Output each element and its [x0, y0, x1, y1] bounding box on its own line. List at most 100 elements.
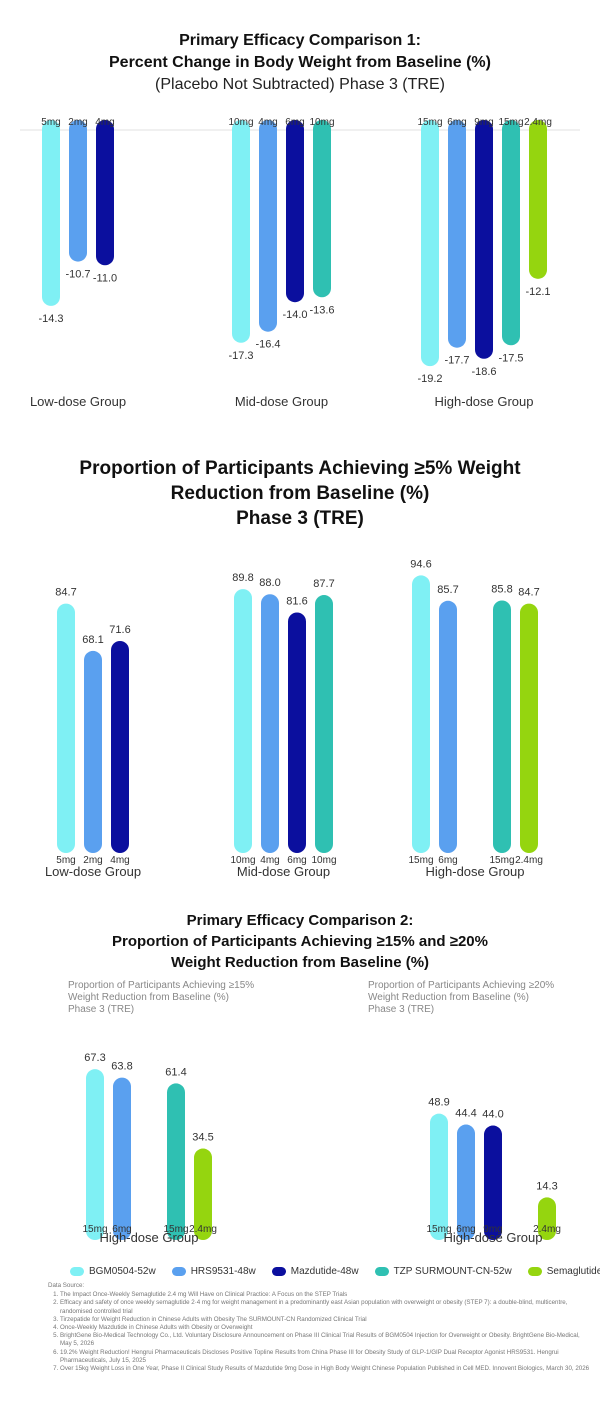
chart2-title-line2: Reduction from Baseline (%): [170, 483, 430, 504]
legend-label: HRS9531-48w: [190, 1265, 256, 1277]
right-sub-line3: Phase 3 (TRE): [368, 1004, 435, 1015]
data-label: -17.5: [498, 352, 523, 364]
legend-item-semaglutide: Semaglutide-44w: [527, 1265, 600, 1277]
chart3-title-line2: Proportion of Participants Achieving ≥15…: [112, 933, 488, 950]
chart3-title-line3: Weight Reduction from Baseline (%): [170, 954, 430, 971]
data-label: 63.8: [111, 1061, 132, 1073]
legend-label: TZP SURMOUNT-CN-52w: [393, 1265, 512, 1277]
data-label: -14.0: [282, 309, 307, 321]
dose-label: 15mg: [417, 117, 442, 128]
chart3-left-subtitle: Proportion of Participants Achieving ≥15…: [68, 980, 254, 1016]
bar: [232, 120, 250, 343]
group-label: High-dose Group: [426, 864, 525, 879]
data-label: -17.3: [228, 350, 253, 362]
bar: [520, 603, 538, 853]
legend-item-mazdutide: Mazdutide-48w: [271, 1266, 359, 1277]
legend-label: BGM0504-52w: [89, 1265, 156, 1277]
bar: [86, 1069, 104, 1240]
source-item: The Impact Once-Weekly Semaglutide 2.4 m…: [60, 1291, 593, 1299]
bar: [69, 120, 87, 262]
right-sub-line1: Proportion of Participants Achieving ≥20…: [368, 980, 555, 991]
bar: [484, 1125, 502, 1240]
data-label: 14.3: [536, 1180, 557, 1192]
dose-label: 6mg: [287, 855, 306, 866]
data-label: 84.7: [55, 587, 76, 599]
left-sub-line2: Weight Reduction from Baseline (%): [68, 992, 229, 1003]
source-item: Once-Weekly Mazdutide in Chinese Adults …: [60, 1324, 593, 1332]
data-label: -19.2: [417, 373, 442, 385]
data-label: 94.6: [410, 558, 431, 570]
group-label: High-dose Group: [435, 394, 534, 409]
data-label: 67.3: [84, 1052, 105, 1064]
dose-label: 6mg: [447, 117, 466, 128]
dose-label: 15mg: [489, 855, 514, 866]
chart1-title-line1: Primary Efficacy Comparison 1:: [179, 32, 421, 49]
bar: [96, 120, 114, 266]
sources-label: Data Source:: [48, 1282, 85, 1289]
bar: [448, 120, 466, 348]
legend-label: Semaglutide-44w: [546, 1265, 600, 1277]
chart3-title: Primary Efficacy Comparison 2: Proportio…: [0, 910, 600, 973]
data-label: -12.1: [525, 286, 550, 298]
legend-swatch: [271, 1266, 286, 1276]
data-label: 61.4: [165, 1066, 186, 1078]
data-label: -14.3: [38, 313, 63, 325]
bar: [194, 1148, 212, 1240]
group-label: High-dose Group: [100, 1230, 199, 1245]
dose-label: 2.4mg: [515, 855, 543, 866]
dose-label: 6mg: [456, 1224, 475, 1235]
group-label: Mid-dose Group: [235, 394, 328, 409]
dose-label: 4mg: [260, 855, 279, 866]
data-label: 71.6: [109, 624, 130, 636]
dose-label: 6mg: [285, 117, 304, 128]
data-label: -17.7: [444, 355, 469, 367]
dose-label: 6mg: [438, 855, 457, 866]
bar: [234, 589, 252, 853]
dose-label: 4mg: [95, 117, 114, 128]
data-label: 44.4: [455, 1108, 476, 1120]
data-label: 88.0: [259, 577, 280, 589]
dose-label: 2.4mg: [524, 117, 552, 128]
data-label: 34.5: [192, 1132, 213, 1144]
dose-label: 15mg: [408, 855, 433, 866]
chart1-title: Primary Efficacy Comparison 1: Percent C…: [0, 30, 600, 96]
group-label: Mid-dose Group: [237, 864, 330, 879]
bar: [167, 1083, 185, 1240]
bar: [57, 603, 75, 853]
data-label: 85.7: [437, 584, 458, 596]
dose-label: 10mg: [228, 117, 253, 128]
source-item: Over 15kg Weight Loss in One Year, Phase…: [60, 1365, 593, 1373]
bar: [288, 612, 306, 853]
dose-label: 9mg: [474, 117, 493, 128]
chart2-title: Proportion of Participants Achieving ≥5%…: [0, 456, 600, 531]
legend-item-bgm0504: BGM0504-52w: [70, 1266, 156, 1277]
dose-label: 15mg: [426, 1224, 451, 1235]
data-sources: Data Source: The Impact Once-Weekly Sema…: [48, 1282, 593, 1373]
bar: [286, 120, 304, 303]
source-item: BrightGene Bio-Medical Technology Co., L…: [60, 1332, 593, 1348]
dose-label: 9mg: [483, 1224, 502, 1235]
dose-label: 2mg: [68, 117, 87, 128]
data-label: 89.8: [232, 572, 253, 584]
bar: [313, 120, 331, 298]
data-label: 81.6: [286, 595, 307, 607]
legend-swatch: [70, 1266, 84, 1276]
right-sub-line2: Weight Reduction from Baseline (%): [368, 992, 529, 1003]
dose-label: 2.4mg: [533, 1224, 561, 1235]
bar: [475, 120, 493, 359]
dose-label: 2mg: [83, 855, 102, 866]
bar: [502, 120, 520, 346]
legend-swatch: [374, 1266, 389, 1276]
left-sub-line1: Proportion of Participants Achieving ≥15…: [68, 980, 255, 991]
data-label: -10.7: [65, 269, 90, 281]
dose-label: 15mg: [498, 117, 523, 128]
bar: [529, 120, 547, 279]
legend-item-hrs9531: HRS9531-48w: [171, 1265, 256, 1277]
bar: [421, 120, 439, 367]
bar: [430, 1113, 448, 1240]
bar: [457, 1124, 475, 1240]
dose-label: 10mg: [311, 855, 336, 866]
dose-label: 15mg: [82, 1224, 107, 1235]
legend-swatch: [171, 1266, 186, 1276]
chart4-20pct-reduction: 48.9 15mg 44.4 6mg 44.0 9mg 14.3 2.4mgHigh-dose…: [426, 1097, 561, 1245]
